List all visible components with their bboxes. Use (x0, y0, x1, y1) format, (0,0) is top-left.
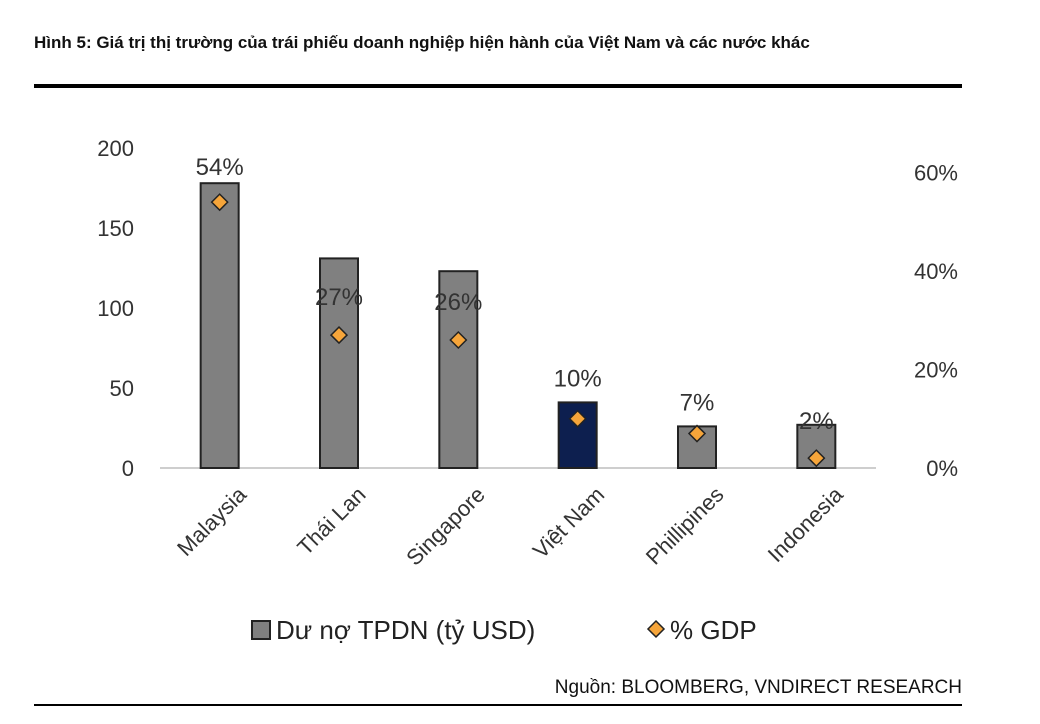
gdp-data-label: 7% (680, 389, 715, 416)
gdp-data-label: 2% (799, 408, 834, 435)
left-axis-tick: 200 (97, 136, 134, 161)
right-axis-tick: 20% (914, 358, 958, 383)
gdp-data-label: 26% (434, 289, 482, 316)
right-axis-tick: 60% (914, 161, 958, 186)
gdp-marker-5 (807, 449, 826, 468)
left-axis-tick: 50 (110, 376, 134, 401)
gdp-marker-2 (449, 330, 468, 350)
gdp-marker-1 (329, 326, 349, 345)
left-axis-tick: 0 (122, 456, 134, 481)
gdp-data-label: 54% (196, 154, 244, 181)
right-axis-tick: 40% (914, 259, 958, 284)
gdp-marker-4 (687, 424, 707, 443)
legend-bar-swatch (251, 620, 271, 640)
category-label: Việt Nam (528, 482, 609, 563)
legend-marker-label: % GDP (670, 615, 757, 645)
figure-title: Hình 5: Giá trị thị trường của trái phiế… (34, 33, 810, 52)
bar-5 (796, 423, 837, 469)
source-note: Nguồn: BLOOMBERG, VNDIRECT RESEARCH (554, 677, 962, 698)
gdp-marker-3 (568, 409, 587, 428)
bar-1 (319, 257, 359, 469)
category-label: Malaysia (172, 481, 252, 561)
legend: Dư nợ TPDN (tỷ USD) % GDP (251, 615, 757, 645)
gdp-data-label: 10% (554, 365, 602, 392)
category-label: Phillipines (641, 482, 729, 570)
bar-2 (438, 270, 479, 470)
category-label: Singapore (401, 482, 490, 571)
gdp-marker-0 (210, 193, 229, 212)
category-label: Indonesia (763, 481, 849, 567)
bar-0 (199, 182, 240, 469)
top-rule (34, 84, 962, 88)
bar-4 (677, 425, 717, 469)
left-axis-tick: 100 (97, 296, 134, 321)
bottom-rule (34, 704, 962, 706)
category-label: Thái Lan (292, 482, 370, 560)
left-axis-tick: 150 (97, 216, 134, 241)
gdp-data-label: 27% (315, 284, 363, 311)
right-axis-tick: 0% (926, 456, 958, 481)
legend-marker-swatch (646, 619, 666, 639)
legend-bar-label: Dư nợ TPDN (tỷ USD) (276, 615, 535, 645)
